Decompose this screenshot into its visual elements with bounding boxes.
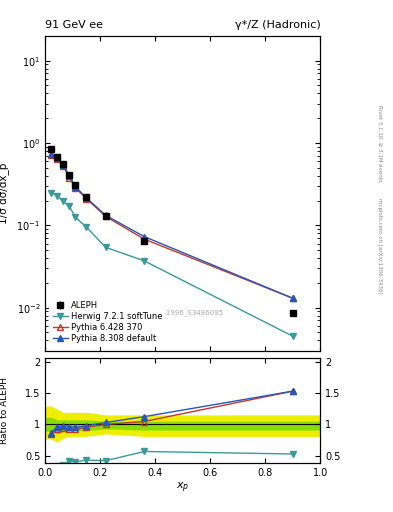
Pythia 8.308 default xyxy=(290,295,295,302)
Legend: ALEPH, Herwig 7.2.1 softTune, Pythia 6.428 370, Pythia 8.308 default: ALEPH, Herwig 7.2.1 softTune, Pythia 6.4… xyxy=(50,297,166,347)
Herwig 7.2.1 softTune xyxy=(61,198,66,204)
Herwig 7.2.1 softTune xyxy=(55,193,60,199)
Line: Pythia 8.308 default: Pythia 8.308 default xyxy=(48,151,296,302)
Text: ALEPH_1996_S3486095: ALEPH_1996_S3486095 xyxy=(141,310,224,316)
Herwig 7.2.1 softTune xyxy=(73,214,78,220)
Pythia 6.428 370 xyxy=(67,175,72,181)
Herwig 7.2.1 softTune xyxy=(103,244,108,250)
X-axis label: $x_p$: $x_p$ xyxy=(176,481,189,496)
Y-axis label: 1/σ dσ/dx_p: 1/σ dσ/dx_p xyxy=(0,163,9,224)
Pythia 8.308 default xyxy=(55,155,60,161)
Pythia 6.428 370 xyxy=(142,236,147,242)
Pythia 6.428 370 xyxy=(73,185,78,191)
Pythia 6.428 370 xyxy=(49,152,53,158)
Herwig 7.2.1 softTune xyxy=(142,258,147,264)
Herwig 7.2.1 softTune xyxy=(290,333,295,339)
Herwig 7.2.1 softTune xyxy=(84,224,89,230)
Pythia 8.308 default xyxy=(84,195,89,201)
Herwig 7.2.1 softTune xyxy=(67,203,72,209)
Pythia 8.308 default xyxy=(61,162,66,168)
Herwig 7.2.1 softTune xyxy=(49,189,53,196)
Pythia 8.308 default xyxy=(73,184,78,190)
Y-axis label: Ratio to ALEPH: Ratio to ALEPH xyxy=(0,377,9,444)
Text: 91 GeV ee: 91 GeV ee xyxy=(45,19,103,30)
Pythia 6.428 370 xyxy=(55,157,60,163)
Line: Pythia 6.428 370: Pythia 6.428 370 xyxy=(48,152,296,302)
Pythia 8.308 default xyxy=(49,151,53,157)
Text: mcplots.cern.ch [arXiv:1306.3436]: mcplots.cern.ch [arXiv:1306.3436] xyxy=(377,198,382,293)
Pythia 8.308 default xyxy=(103,212,108,219)
Pythia 8.308 default xyxy=(142,233,147,240)
Pythia 6.428 370 xyxy=(61,163,66,169)
Pythia 8.308 default xyxy=(67,173,72,179)
Text: γ*/Z (Hadronic): γ*/Z (Hadronic) xyxy=(235,19,320,30)
Line: Herwig 7.2.1 softTune: Herwig 7.2.1 softTune xyxy=(48,189,296,339)
Pythia 6.428 370 xyxy=(290,295,295,302)
Pythia 6.428 370 xyxy=(103,214,108,220)
Text: Rivet 3.1.10, ≥ 3.1M events: Rivet 3.1.10, ≥ 3.1M events xyxy=(377,105,382,182)
Pythia 6.428 370 xyxy=(84,196,89,202)
